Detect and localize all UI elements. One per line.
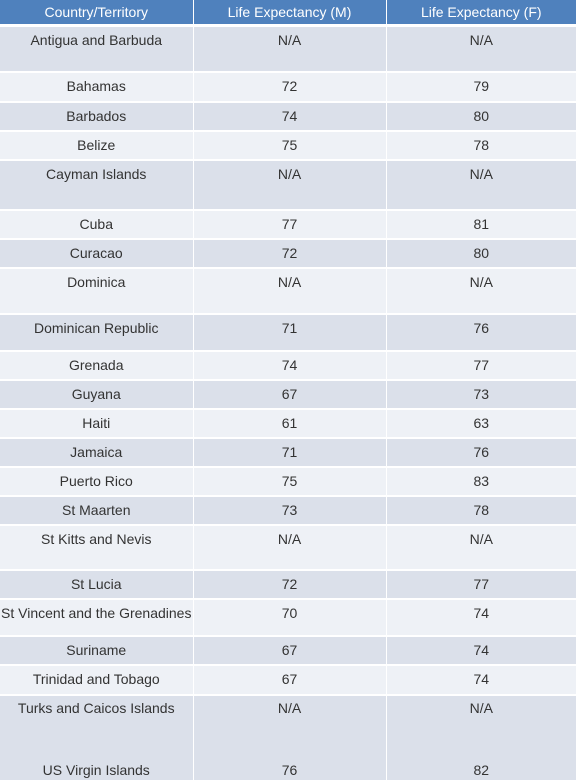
cell-male: 75 [193, 466, 387, 497]
cell-male: 72 [193, 569, 387, 600]
cell-country: Belize [0, 130, 194, 161]
cell-country: St Vincent and the Grenadines [0, 598, 194, 637]
cell-female: 77 [386, 569, 576, 600]
table-row: Antigua and Barbuda N/A N/A [0, 25, 576, 73]
cell-male: 74 [193, 101, 387, 132]
table-body: Antigua and Barbuda N/A N/A Bahamas 72 7… [0, 25, 576, 780]
cell-country-turks-caicos: Turks and Caicos Islands [17, 699, 175, 716]
cell-male: 67 [193, 635, 387, 666]
table-row: St Vincent and the Grenadines 70 74 [0, 598, 576, 637]
cell-country: Grenada [0, 350, 194, 381]
cell-country: Cayman Islands [0, 159, 194, 211]
cell-country: Antigua and Barbuda [0, 25, 194, 73]
cell-male: 67 [193, 379, 387, 410]
cell-country: Suriname [0, 635, 194, 666]
cell-male: 67 [193, 664, 387, 696]
table-header: Country/Territory Life Expectancy (M) Li… [0, 0, 576, 27]
cell-female: 80 [386, 238, 576, 269]
cell-female: 73 [386, 379, 576, 410]
cell-female: 74 [386, 635, 576, 666]
cell-country: Bahamas [0, 71, 194, 103]
cell-country: St Kitts and Nevis [0, 524, 194, 571]
cell-male: 77 [193, 209, 387, 240]
table-row: Belize 75 78 [0, 130, 576, 161]
table-row: Haiti 61 63 [0, 408, 576, 439]
cell-female: 74 [386, 598, 576, 637]
table-row: Jamaica 71 76 [0, 437, 576, 468]
cell-country: Dominica [0, 267, 194, 315]
table-row: St Maarten 73 78 [0, 495, 576, 526]
cell-male: N/A [193, 159, 387, 211]
cell-male-turks-caicos: N/A [277, 699, 302, 716]
cell-country: Cuba [0, 209, 194, 240]
cell-female-us-virgin-islands: 82 [473, 761, 490, 778]
cell-male-us-virgin-islands: 76 [281, 761, 298, 778]
cell-male: 71 [193, 313, 387, 352]
table-row: Dominica N/A N/A [0, 267, 576, 315]
table-row: Barbados 74 80 [0, 101, 576, 132]
table-row: Dominican Republic 71 76 [0, 313, 576, 352]
cell-female: 78 [386, 130, 576, 161]
cell-female: N/A [386, 267, 576, 315]
table-row: Grenada 74 77 [0, 350, 576, 381]
cell-female: 76 [386, 313, 576, 352]
cell-female: 79 [386, 71, 576, 103]
header-row: Country/Territory Life Expectancy (M) Li… [0, 0, 576, 27]
table-row: Turks and Caicos Islands US Virgin Islan… [0, 694, 576, 780]
cell-country: Dominican Republic [0, 313, 194, 352]
cell-female: 81 [386, 209, 576, 240]
table-row: Cuba 77 81 [0, 209, 576, 240]
cell-male: 74 [193, 350, 387, 381]
header-life-expectancy-male: Life Expectancy (M) [193, 0, 387, 27]
table-row: Guyana 67 73 [0, 379, 576, 410]
cell-country: Trinidad and Tobago [0, 664, 194, 696]
table-row: St Kitts and Nevis N/A N/A [0, 524, 576, 571]
cell-male: 61 [193, 408, 387, 439]
cell-country: Curacao [0, 238, 194, 269]
header-country: Country/Territory [0, 0, 194, 27]
cell-female: 83 [386, 466, 576, 497]
cell-female: 63 [386, 408, 576, 439]
cell-female: N/A 82 [386, 694, 576, 780]
cell-male: N/A 76 [193, 694, 387, 780]
cell-country: St Maarten [0, 495, 194, 526]
cell-female: 80 [386, 101, 576, 132]
cell-female: 78 [386, 495, 576, 526]
cell-country-us-virgin-islands: US Virgin Islands [42, 761, 150, 778]
cell-male: N/A [193, 524, 387, 571]
cell-female: 74 [386, 664, 576, 696]
cell-male: N/A [193, 267, 387, 315]
cell-male: 70 [193, 598, 387, 637]
table-row: Puerto Rico 75 83 [0, 466, 576, 497]
cell-female: 77 [386, 350, 576, 381]
table-row: Trinidad and Tobago 67 74 [0, 664, 576, 696]
cell-male: N/A [193, 25, 387, 73]
cell-male: 75 [193, 130, 387, 161]
table-row: Curacao 72 80 [0, 238, 576, 269]
cell-country: St Lucia [0, 569, 194, 600]
table-row: Suriname 67 74 [0, 635, 576, 666]
cell-country: Puerto Rico [0, 466, 194, 497]
table-row: Cayman Islands N/A N/A [0, 159, 576, 211]
cell-male: 73 [193, 495, 387, 526]
cell-male: 72 [193, 238, 387, 269]
cell-country: Jamaica [0, 437, 194, 468]
cell-country: Turks and Caicos Islands US Virgin Islan… [0, 694, 194, 780]
table-row: St Lucia 72 77 [0, 569, 576, 600]
cell-female: 76 [386, 437, 576, 468]
cell-female: N/A [386, 25, 576, 73]
cell-country: Guyana [0, 379, 194, 410]
cell-male: 72 [193, 71, 387, 103]
cell-female-turks-caicos: N/A [469, 699, 493, 716]
cell-male: 71 [193, 437, 387, 468]
cell-country: Haiti [0, 408, 194, 439]
cell-country: Barbados [0, 101, 194, 132]
cell-female: N/A [386, 524, 576, 571]
header-life-expectancy-female: Life Expectancy (F) [386, 0, 576, 27]
table-row: Bahamas 72 79 [0, 71, 576, 103]
cell-female: N/A [386, 159, 576, 211]
